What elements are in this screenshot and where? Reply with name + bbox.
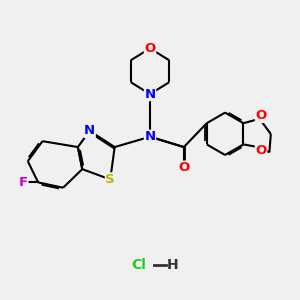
Text: O: O [144,42,156,55]
Text: Cl: Cl [131,258,146,272]
Text: O: O [256,109,267,122]
Text: N: N [84,124,95,137]
Text: F: F [19,176,28,189]
Text: O: O [178,161,190,174]
Text: H: H [166,258,178,272]
Text: N: N [144,130,156,143]
Text: N: N [144,88,156,100]
Text: S: S [105,173,115,186]
Text: O: O [256,144,267,158]
